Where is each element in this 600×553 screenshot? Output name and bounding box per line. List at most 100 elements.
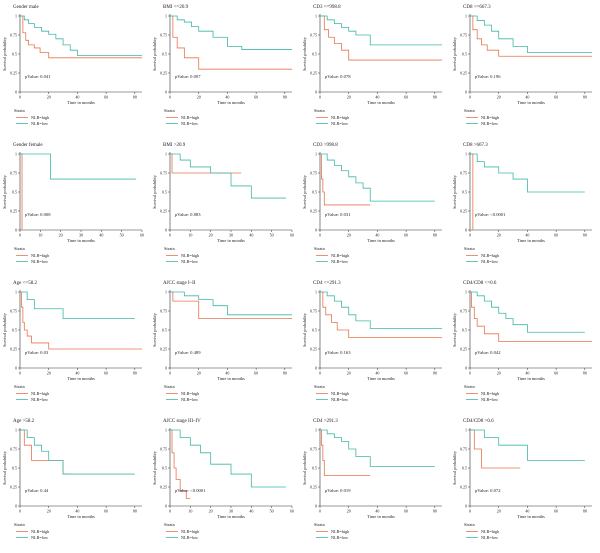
y-tick-label: 0.5 (312, 327, 317, 332)
x-tick-label: 20 (347, 95, 351, 100)
panel-title: Gender female (13, 143, 43, 148)
y-tick-label: 0.25 (160, 70, 167, 75)
legend-label: NLR=low (481, 121, 498, 126)
x-axis-label: Time in months (367, 514, 395, 519)
y-tick-label: 0.5 (12, 189, 17, 194)
y-axis-label: Survival probability (302, 312, 307, 347)
x-tick-label: 20 (347, 233, 351, 238)
p-value-label: pValue: 0.008 (25, 212, 51, 217)
panel-title: CD4/CD8 >0.6 (463, 419, 494, 424)
p-value-label: pValue: 0.031 (325, 212, 351, 217)
x-tick-label: 0 (19, 371, 21, 376)
y-axis-label: Survival probability (452, 450, 457, 485)
legend-label: NLR=high (181, 115, 200, 120)
survival-curve-nlr-low (20, 153, 136, 180)
panel-title: CD3 <=998.8 (313, 5, 341, 10)
survival-curve-nlr-low (20, 291, 135, 319)
p-value-label: pValue: <0.0001 (175, 488, 206, 493)
survival-curve-nlr-low (170, 15, 292, 50)
legend-label: NLR=high (331, 391, 350, 396)
x-axis-label: Time in months (217, 100, 245, 105)
x-tick-label: 20 (347, 509, 351, 514)
km-panel: CD4/CD8 >0.6 Survival probability 0 0.25 0.5… (452, 419, 592, 540)
x-tick-label: 0 (319, 95, 321, 100)
x-tick-label: 30 (229, 233, 233, 238)
y-tick-label: 0.5 (462, 465, 467, 470)
p-value-label: pValue: 0.03 (25, 350, 49, 355)
y-tick-label: 0.75 (160, 32, 167, 37)
x-tick-label: 20 (197, 95, 201, 100)
km-panel: CD8 <=667.3 Survival probability 0 0.25 0.5 0… (452, 5, 592, 126)
y-tick-label: 0 (165, 89, 167, 94)
km-panel: CD3 <=998.8 Survival probability 0 0.25 0.5 0… (302, 5, 442, 126)
y-axis-label: Survival probability (302, 36, 307, 71)
survival-curve-nlr-low (170, 429, 286, 488)
x-tick-label: 20 (209, 233, 213, 238)
survival-curve-nlr-low (470, 15, 592, 53)
legend-label: NLR=low (31, 397, 48, 402)
legend-label: NLR=high (31, 115, 50, 120)
legend-label: NLR=high (181, 391, 200, 396)
x-tick-label: 60 (404, 509, 408, 514)
panel-title: Age >58.2 (13, 419, 35, 424)
x-tick-label: 60 (554, 371, 558, 376)
x-tick-label: 40 (375, 371, 379, 376)
y-tick-label: 0.5 (462, 327, 467, 332)
y-tick-label: 0 (465, 89, 467, 94)
p-value-label: pValue: 0.042 (475, 350, 501, 355)
x-tick-label: 50 (270, 233, 274, 238)
survival-curve-nlr-high (170, 15, 292, 70)
x-tick-label: 10 (188, 233, 192, 238)
x-tick-label: 80 (583, 95, 587, 100)
km-panel: AJCC stage I–II Survival probability 0 0.25… (152, 281, 292, 402)
y-tick-label: 0.5 (12, 327, 17, 332)
legend-title: Strata (164, 522, 175, 527)
x-tick-label: 40 (375, 509, 379, 514)
y-axis-label: Survival probability (152, 174, 157, 209)
x-tick-label: 40 (525, 95, 529, 100)
y-tick-label: 1 (165, 427, 167, 432)
km-panel: Age >58.2 Survival probability 0 0.25 0.5 0.7… (2, 419, 142, 540)
survival-curve-nlr-high (170, 429, 191, 499)
p-value-label: pValue: 0.007 (175, 74, 201, 79)
legend-title: Strata (14, 246, 25, 251)
legend-label: NLR=high (181, 529, 200, 534)
legend-label: NLR=high (31, 253, 50, 258)
survival-curve-nlr-low (170, 153, 286, 199)
y-axis-label: Survival probability (2, 450, 7, 485)
km-panel: BMI >20.9 Survival probability 0 0.25 0.5 0.7… (152, 143, 294, 264)
survival-curve-nlr-high (20, 15, 142, 59)
x-tick-label: 20 (347, 371, 351, 376)
x-tick-label: 0 (169, 509, 171, 514)
legend-title: Strata (14, 108, 25, 113)
x-tick-label: 0 (169, 371, 171, 376)
x-tick-label: 50 (270, 509, 274, 514)
y-axis-label: Survival probability (2, 174, 7, 209)
x-axis-label: Time in months (367, 238, 395, 243)
x-tick-label: 40 (375, 95, 379, 100)
x-axis-label: Time in months (67, 376, 95, 381)
y-tick-label: 0 (165, 227, 167, 232)
legend-label: NLR=high (31, 391, 50, 396)
survival-curve-nlr-high (20, 291, 142, 350)
y-tick-label: 0.75 (10, 170, 17, 175)
y-tick-label: 0.75 (160, 308, 167, 313)
survival-curve-nlr-low (470, 153, 585, 193)
p-value-label: pValue: <0.0001 (475, 212, 506, 217)
y-tick-label: 0.25 (310, 484, 317, 489)
x-tick-label: 40 (525, 371, 529, 376)
km-panel: CD8 >667.3 Survival probability 0 0.25 0.5 0.… (452, 143, 592, 264)
y-axis-label: Survival probability (152, 36, 157, 71)
legend-title: Strata (314, 384, 325, 389)
y-tick-label: 0.75 (460, 32, 467, 37)
legend-label: NLR=low (31, 259, 48, 264)
p-value-label: pValue: 0.883 (175, 212, 201, 217)
legend-title: Strata (464, 246, 475, 251)
legend-title: Strata (464, 384, 475, 389)
panel-title: BMI >20.9 (163, 143, 186, 148)
x-tick-label: 80 (133, 371, 137, 376)
x-tick-label: 0 (19, 233, 21, 238)
x-tick-label: 20 (209, 509, 213, 514)
x-tick-label: 0 (469, 509, 471, 514)
x-tick-label: 80 (283, 95, 287, 100)
